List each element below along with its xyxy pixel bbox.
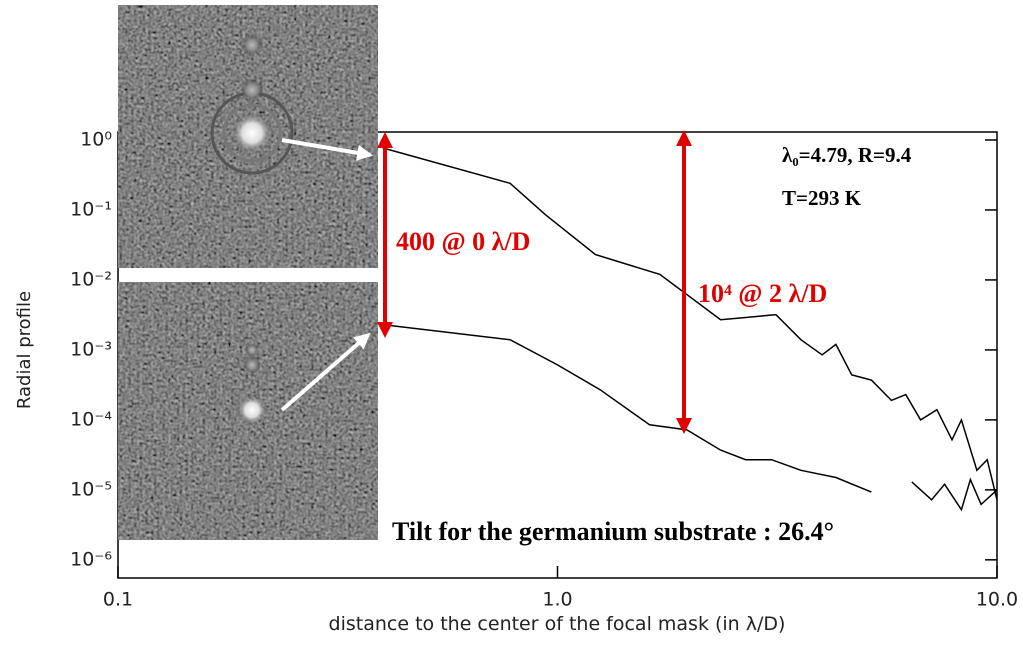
annotation: T=293 K: [782, 186, 862, 210]
pointer-arrow: [280, 332, 371, 412]
y-tick-label: 10⁻⁴: [70, 408, 112, 430]
x-axis-label: distance to the center of the focal mask…: [329, 613, 786, 635]
y-tick-label: 10⁻⁵: [70, 478, 112, 500]
y-tick-label: 10⁻²: [70, 268, 112, 290]
plot-marks: [117, 139, 998, 578]
x-tick-label: 10.0: [976, 589, 1018, 611]
x-tick-label: 0.1: [103, 589, 133, 611]
psf-image-bottom: [118, 282, 378, 540]
pointer-arrow: [281, 138, 374, 161]
annotation: λ₀=4.79, R=9.4: [782, 143, 912, 167]
y-tick-label: 10⁻⁶: [70, 548, 112, 570]
y-tick-label: 10⁻¹: [70, 198, 112, 220]
y-tick-label: 10⁰: [80, 128, 112, 150]
data-line: [382, 323, 998, 512]
annotation: Tilt for the germanium substrate : 26.4°: [392, 517, 834, 546]
y-tick-label: 10⁻³: [70, 338, 112, 360]
data-line: [382, 147, 998, 500]
x-tick-label: 1.0: [542, 589, 572, 611]
psf-image-top: [118, 5, 378, 268]
annotation: 10⁴ @ 2 λ/D: [698, 279, 827, 308]
annotation: 400 @ 0 λ/D: [396, 227, 530, 256]
y-axis-label: Radial profile: [14, 291, 35, 409]
